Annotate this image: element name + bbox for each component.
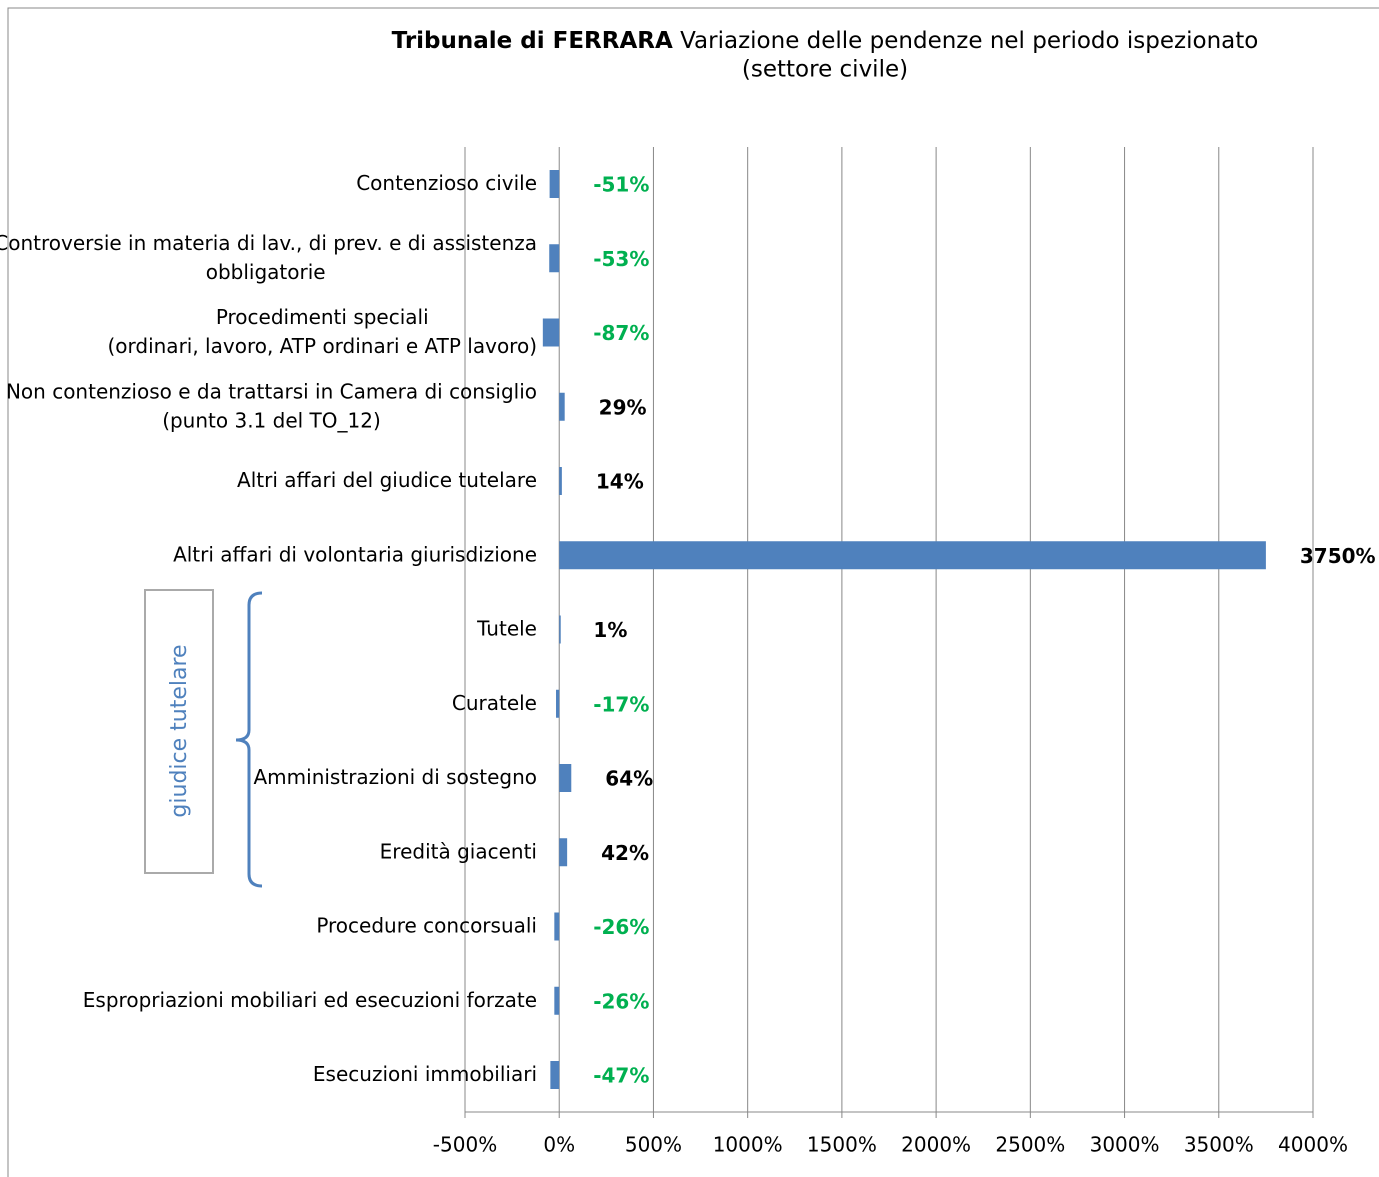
annotation: giudice tutelare — [167, 644, 192, 817]
y-tick-label: Altri affari del giudice tutelare — [237, 468, 537, 492]
annotation-box — [144, 589, 214, 874]
bar — [556, 689, 560, 718]
y-tick-label: Amministrazioni di sostegno — [254, 765, 538, 789]
bar — [559, 467, 562, 495]
y-tick-label: Eredità giacenti — [380, 839, 537, 863]
x-tick-label: 3500% — [1184, 1133, 1254, 1157]
x-tick-label: 4000% — [1278, 1133, 1348, 1157]
y-tick-label: Curatele — [452, 690, 537, 714]
chart-title: Tribunale di FERRARA Variazione delle pe… — [392, 28, 1259, 54]
value-label: -87% — [593, 321, 649, 345]
bar — [542, 318, 560, 347]
x-tick-label: 2000% — [901, 1133, 971, 1157]
bar — [549, 170, 560, 198]
value-label: 3750% — [1300, 544, 1376, 568]
value-label: 29% — [599, 395, 647, 419]
x-tick-label: 3000% — [1090, 1133, 1160, 1157]
x-tick-label: 1500% — [807, 1133, 877, 1157]
bar — [554, 986, 560, 1015]
bar — [554, 912, 560, 941]
bar — [559, 541, 1266, 570]
chart-subtitle: (settore civile) — [742, 57, 908, 83]
bar — [559, 838, 568, 867]
y-tick-label: Espropriazioni mobiliari ed esecuzioni f… — [83, 987, 537, 1011]
value-label: 14% — [596, 470, 644, 494]
x-tick-label: -500% — [433, 1133, 497, 1157]
x-tick-label: 0% — [543, 1133, 575, 1157]
value-label: -26% — [593, 989, 649, 1013]
x-tick-label: 1000% — [713, 1133, 783, 1157]
frame — [7, 7, 1379, 1177]
bar — [559, 764, 572, 792]
bar — [550, 1061, 560, 1089]
title-rest: Variazione delle pendenze nel periodo is… — [680, 28, 1258, 54]
y-tick-label: Non contenzioso e da trattarsi in Camera… — [6, 379, 537, 432]
value-label: 1% — [593, 618, 627, 642]
bracket — [235, 591, 263, 888]
value-label: 42% — [601, 841, 649, 865]
y-tick-label: Tutele — [476, 616, 537, 640]
bar — [559, 392, 565, 421]
y-tick-label: Controversie in materia di lav., di prev… — [0, 230, 537, 283]
y-tick-label: Contenzioso civile — [356, 171, 537, 195]
value-label: -17% — [593, 692, 649, 716]
y-tick-label: Procedimenti speciali (ordinari, lavoro, … — [107, 305, 537, 358]
y-tick-label: Altri affari di volontaria giurisdizione — [173, 542, 537, 566]
x-tick-label: 2500% — [995, 1133, 1065, 1157]
value-label: 64% — [605, 767, 653, 791]
x-tick-label: 500% — [625, 1133, 682, 1157]
value-label: -26% — [593, 915, 649, 939]
value-label: -47% — [593, 1064, 649, 1088]
value-label: -53% — [593, 247, 649, 271]
bar — [549, 244, 560, 273]
value-label: -51% — [593, 173, 649, 197]
title-bold: Tribunale di FERRARA — [392, 28, 673, 54]
y-tick-label: Esecuzioni immobiliari — [313, 1062, 537, 1086]
y-tick-label: Procedure concorsuali — [316, 913, 537, 937]
bar — [559, 615, 561, 644]
